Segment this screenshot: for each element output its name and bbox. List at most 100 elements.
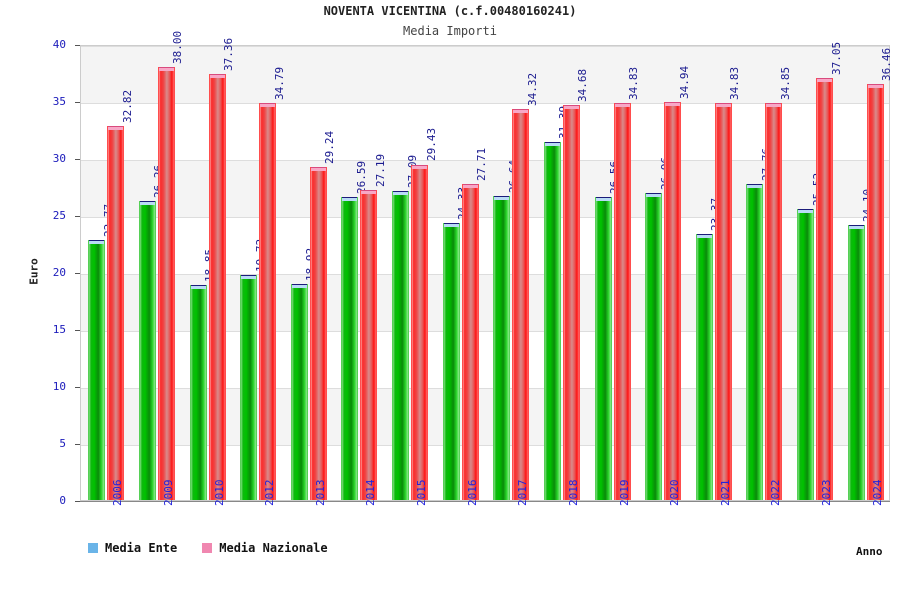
y-axis-tick-label: 25: [52, 209, 66, 222]
bar-value-label: 29.43: [424, 128, 438, 162]
bar-value-label: 34.32: [525, 72, 539, 106]
bar-media-ente-2020[interactable]: [645, 192, 663, 500]
legend-swatch-icon: [88, 543, 98, 553]
bar-media-ente-2021[interactable]: [695, 233, 713, 500]
bar-media-ente-2006[interactable]: [88, 240, 106, 500]
x-axis-tick-label-2021: 2021: [718, 479, 732, 507]
bar-media-nazionale-2009[interactable]: [157, 66, 175, 500]
gridline: [81, 46, 889, 47]
gridline: [81, 274, 889, 275]
bar-media-ente-2014[interactable]: [341, 196, 359, 500]
bar-cap: [342, 196, 358, 201]
bar-value-label: 36.46: [880, 48, 894, 82]
y-axis-tick-mark: [75, 159, 80, 160]
bar-value-label: 32.82: [120, 89, 134, 123]
bar-media-ente-2017[interactable]: [493, 196, 511, 500]
bar-cap: [139, 200, 155, 205]
bar-media-nazionale-2016[interactable]: [461, 184, 479, 500]
legend-item-0[interactable]: Media Ente: [88, 541, 177, 555]
bar-media-nazionale-2021[interactable]: [714, 102, 732, 500]
bar-media-ente-2024[interactable]: [847, 225, 865, 500]
bar-media-ente-2009[interactable]: [138, 200, 156, 500]
bar-cap: [260, 103, 276, 108]
bar-media-ente-2010[interactable]: [189, 285, 207, 500]
bar-media-nazionale-2014[interactable]: [360, 190, 378, 500]
y-axis-tick-label: 40: [52, 38, 66, 51]
bar-media-nazionale-2019[interactable]: [613, 102, 631, 500]
gridline: [81, 103, 889, 104]
y-axis-tick-mark: [75, 444, 80, 445]
bar-value-label: 29.24: [323, 130, 337, 164]
background-band: [81, 46, 889, 103]
y-axis-tick-mark: [75, 387, 80, 388]
bar-cap: [747, 183, 763, 188]
y-axis-tick-label: 20: [52, 266, 66, 279]
bar-media-nazionale-2022[interactable]: [765, 102, 783, 500]
chart-subtitle: Media Importi: [403, 24, 497, 38]
plot-area: 22.7732.8226.2638.0018.8537.3619.7234.79…: [80, 31, 894, 501]
bar-value-label: 27.71: [475, 147, 489, 182]
bar-cap: [89, 240, 105, 245]
bar-media-nazionale-2023[interactable]: [816, 77, 834, 500]
bar-media-ente-2022[interactable]: [746, 183, 764, 500]
bar-cap: [595, 197, 611, 202]
bar-cap: [614, 102, 630, 107]
x-axis-tick-label-2017: 2017: [516, 479, 530, 507]
x-axis-tick-label-2016: 2016: [465, 479, 479, 507]
bar-media-ente-2012[interactable]: [240, 275, 258, 500]
gridline: [81, 217, 889, 218]
bar-media-ente-2018[interactable]: [543, 142, 561, 500]
bar-cap: [798, 209, 814, 214]
bar-media-ente-2019[interactable]: [594, 197, 612, 500]
bar-media-nazionale-2017[interactable]: [512, 108, 530, 500]
x-axis-tick-label-2018: 2018: [566, 479, 580, 507]
bar-cap: [241, 275, 257, 280]
legend-item-1[interactable]: Media Nazionale: [202, 541, 328, 555]
x-axis-tick-label-2023: 2023: [820, 479, 834, 507]
x-axis-tick-label-2010: 2010: [212, 479, 226, 507]
gridline: [81, 445, 889, 446]
bar-cap: [361, 190, 377, 195]
bar-media-nazionale-2012[interactable]: [259, 103, 277, 500]
bar-media-nazionale-2015[interactable]: [411, 164, 429, 500]
bar-cap: [544, 142, 560, 147]
y-axis-tick-label: 0: [59, 494, 66, 507]
legend-label: Media Nazionale: [219, 541, 328, 555]
bar-cap: [158, 66, 174, 71]
bar-cap: [867, 84, 883, 89]
bar-media-nazionale-2010[interactable]: [208, 74, 226, 500]
x-axis-tick-label-2009: 2009: [161, 479, 175, 507]
x-axis-tick-label-2015: 2015: [415, 479, 429, 507]
bar-media-ente-2023[interactable]: [797, 209, 815, 500]
y-axis-tick-label: 35: [52, 95, 66, 108]
y-axis-tick-mark: [75, 45, 80, 46]
bar-media-nazionale-2020[interactable]: [664, 101, 682, 500]
bar-cap: [443, 222, 459, 227]
bar-cap: [646, 192, 662, 197]
bar-value-label: 37.36: [222, 37, 236, 72]
bar-cap: [563, 104, 579, 109]
bar-cap: [209, 74, 225, 79]
bar-media-nazionale-2006[interactable]: [107, 125, 125, 500]
bar-cap: [190, 285, 206, 290]
legend-label: Media Ente: [105, 541, 178, 555]
y-axis-tick-label: 15: [52, 323, 66, 336]
bar-media-ente-2015[interactable]: [392, 191, 410, 500]
bar-value-label: 34.68: [576, 68, 590, 102]
bar-cap: [291, 284, 307, 289]
y-axis-tick-mark: [75, 273, 80, 274]
bar-media-nazionale-2024[interactable]: [866, 84, 884, 500]
bar-cap: [817, 77, 833, 82]
bar-cap: [665, 101, 681, 106]
x-axis-tick-label-2019: 2019: [617, 479, 631, 507]
bar-value-label: 38.00: [171, 30, 185, 64]
x-axis-label: Anno: [856, 545, 883, 558]
y-axis-tick-label: 30: [52, 152, 66, 165]
bar-media-nazionale-2018[interactable]: [562, 104, 580, 500]
x-axis-tick-label-2024: 2024: [870, 479, 884, 507]
bar-cap: [462, 184, 478, 189]
bar-media-ente-2016[interactable]: [442, 222, 460, 500]
bar-cap: [494, 196, 510, 201]
bar-media-ente-2013[interactable]: [290, 284, 308, 500]
bar-media-nazionale-2013[interactable]: [309, 166, 327, 500]
